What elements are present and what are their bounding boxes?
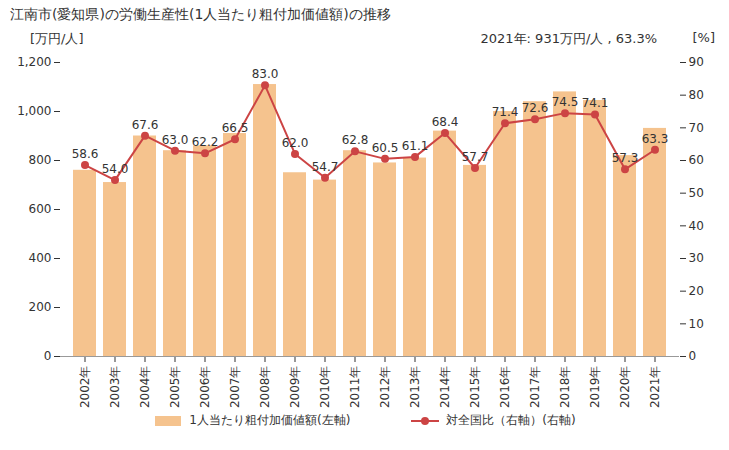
- svg-text:2016年: 2016年: [498, 366, 512, 409]
- svg-text:58.6: 58.6: [72, 147, 99, 161]
- svg-text:62.2: 62.2: [192, 135, 219, 149]
- svg-text:68.4: 68.4: [432, 115, 459, 129]
- svg-text:2015年: 2015年: [468, 366, 482, 409]
- svg-text:90: 90: [689, 55, 704, 69]
- svg-text:70: 70: [689, 121, 704, 135]
- svg-text:2014年: 2014年: [438, 366, 452, 409]
- svg-text:30: 30: [689, 251, 704, 265]
- svg-text:62.0: 62.0: [282, 136, 309, 150]
- svg-text:54.0: 54.0: [102, 162, 129, 176]
- svg-text:1,200: 1,200: [17, 55, 51, 69]
- svg-text:2011年: 2011年: [348, 366, 362, 409]
- svg-text:2018年: 2018年: [558, 366, 572, 409]
- svg-text:57.3: 57.3: [612, 151, 639, 165]
- svg-text:57.7: 57.7: [462, 150, 489, 164]
- svg-text:67.6: 67.6: [132, 118, 159, 132]
- svg-text:20: 20: [689, 284, 704, 298]
- html-text:1人当たり粗付加価値額(左軸): 1人当たり粗付加価値額(左軸): [189, 413, 351, 427]
- svg-text:63.3: 63.3: [642, 132, 669, 146]
- svg-text:2019年: 2019年: [588, 366, 602, 409]
- svg-text:80: 80: [689, 88, 704, 102]
- svg-text:2004年: 2004年: [138, 366, 152, 409]
- svg-text:2006年: 2006年: [198, 366, 212, 409]
- svg-text:2021年: 2021年: [648, 366, 662, 409]
- svg-text:74.1: 74.1: [582, 96, 609, 110]
- svg-text:2007年: 2007年: [228, 366, 242, 409]
- html-text:対全国比（右軸）(右軸): 対全国比（右軸）(右軸): [446, 413, 576, 427]
- html-text:江南市(愛知県)の労働生産性(1人当たり粗付加価値額)の推移: 江南市(愛知県)の労働生産性(1人当たり粗付加価値額)の推移: [10, 6, 391, 22]
- svg-text:83.0: 83.0: [252, 67, 279, 81]
- svg-text:50: 50: [689, 186, 704, 200]
- svg-text:2008年: 2008年: [258, 366, 272, 409]
- svg-text:71.4: 71.4: [492, 105, 519, 119]
- svg-text:0: 0: [44, 349, 52, 363]
- svg-text:62.8: 62.8: [342, 133, 369, 147]
- svg-text:2020年: 2020年: [618, 366, 632, 409]
- svg-text:600: 600: [29, 202, 52, 216]
- svg-text:1,000: 1,000: [17, 104, 51, 118]
- svg-text:2003年: 2003年: [108, 366, 122, 409]
- svg-text:2017年: 2017年: [528, 366, 542, 409]
- svg-text:400: 400: [29, 251, 52, 265]
- svg-text:200: 200: [29, 300, 52, 314]
- svg-text:74.5: 74.5: [552, 95, 579, 109]
- html-text:[万円/人]: [万円/人]: [30, 31, 84, 46]
- svg-text:10: 10: [689, 317, 704, 331]
- svg-text:60.5: 60.5: [372, 141, 399, 155]
- svg-text:2005年: 2005年: [168, 366, 182, 409]
- svg-text:66.5: 66.5: [222, 121, 249, 135]
- svg-text:2002年: 2002年: [78, 366, 92, 409]
- svg-text:40: 40: [689, 219, 704, 233]
- svg-text:60: 60: [689, 153, 704, 167]
- svg-text:72.6: 72.6: [522, 101, 549, 115]
- svg-text:63.0: 63.0: [162, 133, 189, 147]
- svg-text:0: 0: [689, 349, 697, 363]
- svg-text:54.7: 54.7: [312, 160, 339, 174]
- html-text:2021年: 931万円/人 , 63.3%: 2021年: 931万円/人 , 63.3%: [480, 31, 657, 46]
- svg-text:2010年: 2010年: [318, 366, 332, 409]
- svg-text:61.1: 61.1: [402, 139, 429, 153]
- svg-text:2009年: 2009年: [288, 366, 302, 409]
- svg-text:2013年: 2013年: [408, 366, 422, 409]
- svg-text:2012年: 2012年: [378, 366, 392, 409]
- svg-text:800: 800: [29, 153, 52, 167]
